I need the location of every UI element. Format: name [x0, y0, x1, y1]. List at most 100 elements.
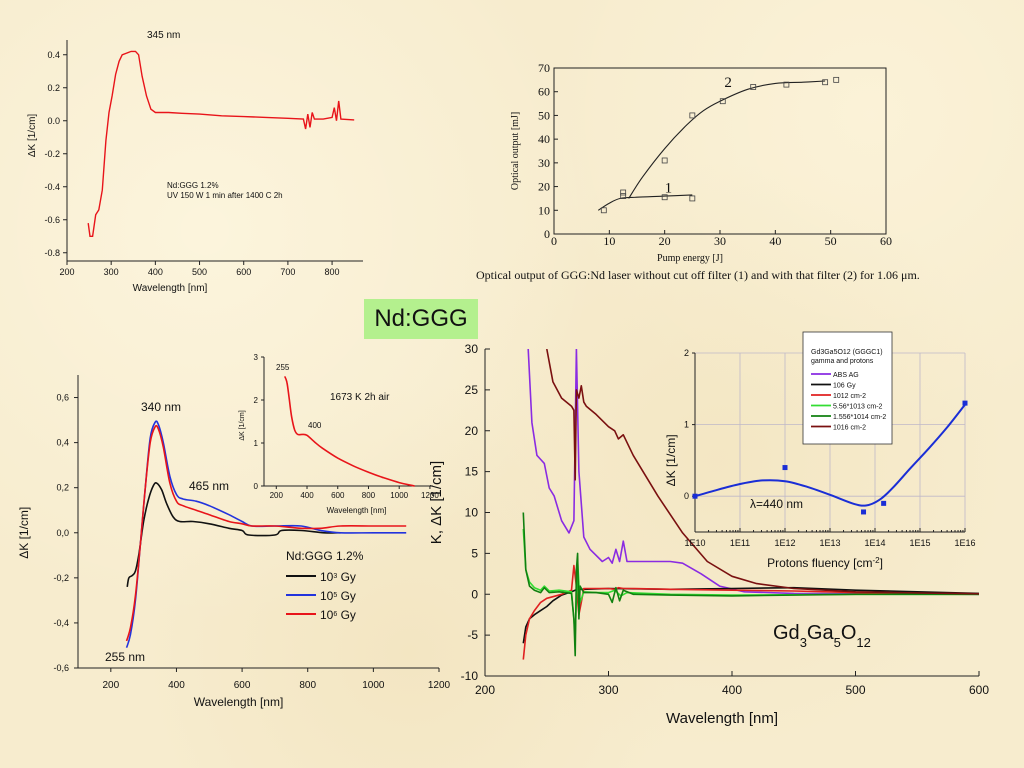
- y-tick-label: 1: [684, 420, 689, 430]
- series-group: [522, 349, 979, 660]
- data-point: [689, 195, 696, 202]
- legend-unit: Gy: [337, 570, 356, 584]
- data-point: [881, 500, 887, 506]
- slide-title: Nd:GGG: [364, 299, 478, 339]
- series-line: [522, 564, 979, 660]
- x-tick-label: 1000: [390, 491, 408, 500]
- fit-curve: [694, 403, 966, 507]
- x-tick-label: 200: [475, 683, 495, 697]
- condition-annotation: 1673 K 2h air: [330, 392, 390, 403]
- x-tick-label: 60: [880, 234, 892, 248]
- x-tick-label: 800: [325, 267, 340, 277]
- data-point: [750, 84, 757, 90]
- y-tick-label: 0,0: [56, 528, 69, 538]
- series-label-2: 2: [724, 75, 732, 91]
- legend-exp: 3: [333, 573, 337, 580]
- y-tick-label: 5: [471, 546, 478, 560]
- x-tick-label: 200: [59, 267, 74, 277]
- formula-element: Gd: [773, 622, 800, 644]
- shoulder-annotation-400: 400: [308, 421, 322, 430]
- x-tick-label: 500: [192, 267, 207, 277]
- x-tick-label: 200: [102, 680, 119, 691]
- x-axis-label: Pump energy [J]: [657, 253, 723, 264]
- legend-base: 10: [320, 589, 334, 603]
- series-line: [87, 50, 355, 237]
- series-line: [527, 349, 979, 596]
- y-axis-label: ΔK [1/cm]: [17, 507, 31, 559]
- x-tick-label: 700: [280, 267, 295, 277]
- x-axis-label-exp: -2: [872, 556, 880, 565]
- y-tick-label: 40: [538, 132, 550, 146]
- y-tick-label: 0,2: [56, 483, 69, 493]
- y-tick-label: 2: [254, 396, 259, 405]
- y-tick-label: 10: [465, 506, 479, 520]
- wavelength-annotation: λ=440 nm: [750, 497, 803, 511]
- formula-subscript: 3: [800, 635, 807, 650]
- x-tick-label: 800: [362, 491, 376, 500]
- x-tick-label: 1E14: [864, 538, 885, 548]
- x-axis-label: Protons fluency [cm-2]: [767, 556, 883, 571]
- y-axis-label: ΔK [1/cm]: [664, 434, 678, 486]
- x-tick-label: 400: [300, 491, 314, 500]
- x-axis-label: Wavelength [nm]: [133, 283, 208, 294]
- data-point: [719, 98, 726, 105]
- x-tick-label: 1E16: [954, 538, 975, 548]
- formula-element: O: [841, 622, 857, 644]
- y-tick-label: 0,4: [56, 438, 69, 448]
- y-axis-label: ΔK [1/cm]: [27, 114, 38, 158]
- laser-output-caption: Optical output of GGG:Nd laser without c…: [476, 268, 920, 282]
- x-tick-label: 0: [551, 234, 557, 248]
- x-axis-label-text: Protons fluency [cm: [767, 556, 872, 570]
- x-axis-label-end: ]: [880, 556, 883, 570]
- y-tick-label: 3: [254, 353, 259, 362]
- y-tick-label: 25: [465, 383, 479, 397]
- x-tick-label: 1E15: [909, 538, 930, 548]
- legend-unit: Gy: [337, 589, 356, 603]
- x-axis-label: Wavelength [nm]: [666, 710, 778, 727]
- treatment-annotation: UV 150 W 1 min after 1400 C 2h: [167, 191, 283, 200]
- y-tick-label: 70: [538, 61, 550, 75]
- x-tick-label: 1200: [428, 680, 451, 691]
- legend-label: 5.56*1013 cm-2: [833, 404, 883, 411]
- legend-label: 105 Gy: [320, 589, 356, 603]
- y-tick-label: 0.0: [47, 116, 60, 126]
- y-tick-label: 30: [465, 342, 479, 356]
- y-tick-label: -0.8: [44, 248, 60, 258]
- y-tick-label: 0.2: [47, 83, 60, 93]
- x-tick-label: 1E12: [774, 538, 795, 548]
- peak-annotation: 345 nm: [147, 30, 180, 41]
- data-point: [661, 157, 668, 164]
- slide-title-text: Nd:GGG: [374, 305, 468, 332]
- legend-title-line: gamma and protons: [811, 358, 874, 365]
- x-tick-label: 500: [845, 683, 865, 697]
- y-tick-label: -0.2: [44, 149, 60, 159]
- peak-annotation-465: 465 nm: [189, 479, 229, 493]
- formula-element: Ga: [807, 622, 835, 644]
- y-axis-label: K, ΔK [1/cm]: [428, 461, 445, 544]
- y-axis-label: Optical output [mJ]: [510, 112, 521, 190]
- legend-base: 10: [320, 570, 334, 584]
- x-tick-label: 600: [331, 491, 345, 500]
- legend-label: 1016 cm-2: [833, 425, 866, 432]
- legend-label: 106 Gy: [833, 383, 856, 390]
- y-tick-label: 0: [471, 587, 478, 601]
- formula-subscript: 12: [856, 635, 870, 650]
- y-tick-label: 0: [684, 491, 689, 501]
- y-tick-label: -0.4: [44, 182, 60, 192]
- x-axis-label: Wavelength [nm]: [327, 506, 387, 515]
- x-tick-label: 1E10: [684, 538, 705, 548]
- legend-exp: 6: [333, 611, 337, 618]
- x-tick-label: 20: [659, 234, 671, 248]
- y-tick-label: 60: [538, 85, 550, 99]
- y-tick-label: -0.6: [44, 215, 60, 225]
- legend-box: [802, 331, 893, 445]
- x-tick-label: 1E13: [819, 538, 840, 548]
- sample-annotation: Nd:GGG 1.2%: [167, 181, 219, 190]
- fit-curve: [628, 80, 826, 199]
- x-tick-label: 30: [714, 234, 726, 248]
- x-tick-label: 300: [598, 683, 618, 697]
- data-point: [661, 194, 668, 201]
- data-point: [962, 400, 968, 406]
- y-tick-label: 30: [538, 156, 550, 170]
